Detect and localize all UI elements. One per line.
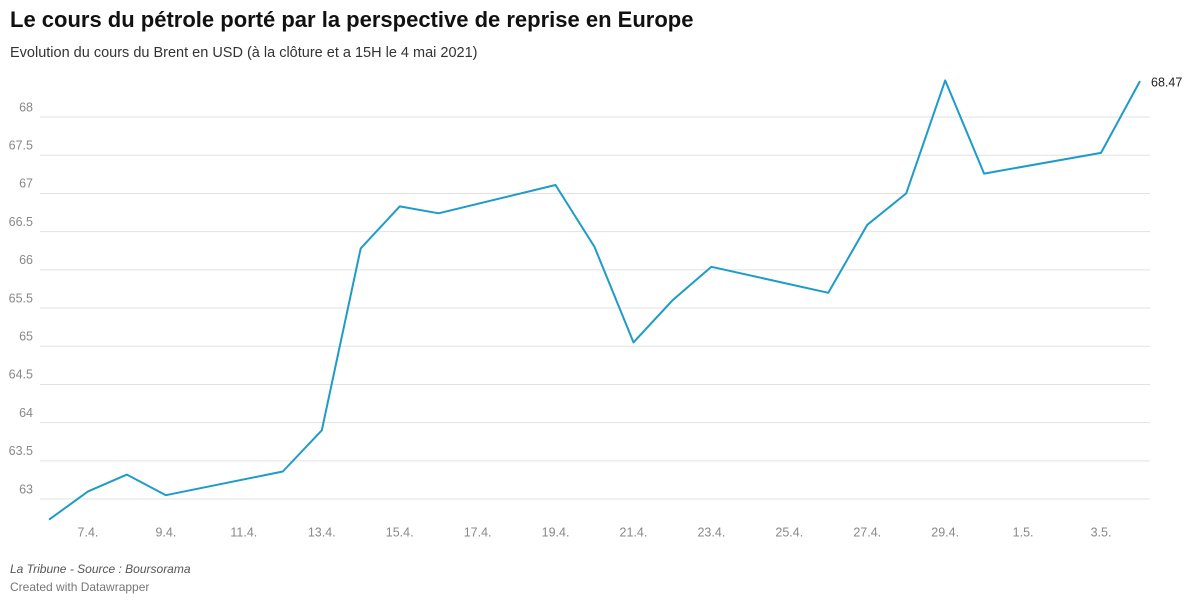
y-tick-label: 65 [19, 330, 33, 344]
x-tick-label: 13.4. [308, 525, 336, 539]
y-tick-label: 64 [19, 406, 33, 420]
chart-subtitle: Evolution du cours du Brent en USD (à la… [10, 45, 477, 61]
x-tick-label: 25.4. [775, 525, 803, 539]
x-tick-label: 1.5. [1013, 525, 1034, 539]
credit: Created with Datawrapper [10, 580, 149, 594]
chart-title: Le cours du pétrole porté par la perspec… [10, 7, 693, 32]
x-tick-label: 9.4. [155, 525, 176, 539]
x-tick-label: 21.4. [620, 525, 648, 539]
line [48, 79, 1141, 521]
y-tick-label: 67.5 [9, 139, 33, 153]
x-tick-label: 27.4. [853, 525, 881, 539]
y-tick-label: 64.5 [9, 368, 33, 382]
x-tick-label: 17.4. [464, 525, 492, 539]
source: La Tribune - Source : Boursorama [10, 562, 191, 576]
x-tick-label: 29.4. [931, 525, 959, 539]
y-tick-label: 66 [19, 253, 33, 267]
x-tick-label: 11.4. [230, 525, 257, 539]
end-value-label: 68.47 [1151, 75, 1182, 89]
y-tick-label: 66.5 [9, 215, 33, 229]
y-tick-label: 67 [19, 177, 33, 191]
x-tick-label: 19.4. [542, 525, 570, 539]
x-tick-label: 7.4. [78, 525, 99, 539]
x-tick-label: 3.5. [1091, 525, 1112, 539]
y-tick-label: 68 [19, 100, 33, 114]
y-tick-label: 63 [19, 482, 33, 496]
x-tick-label: 15.4. [386, 525, 414, 539]
y-tick-label: 63.5 [9, 444, 33, 458]
y-tick-label: 65.5 [9, 291, 33, 305]
x-tick-label: 23.4. [697, 525, 725, 539]
